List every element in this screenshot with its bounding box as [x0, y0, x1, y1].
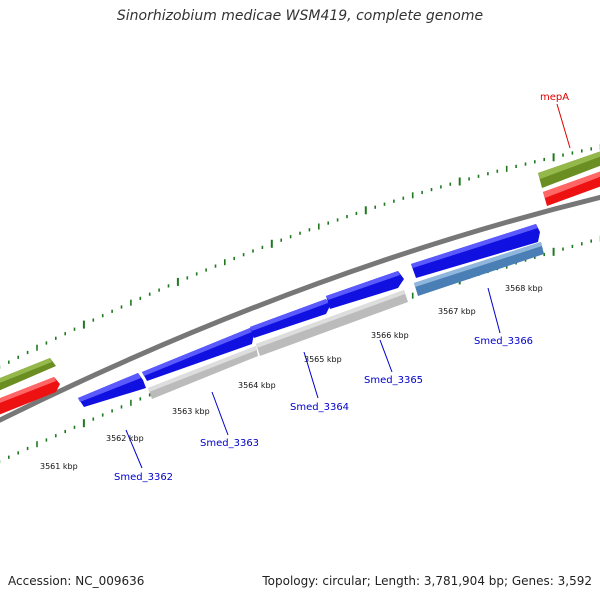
gene-label-smed-3363[interactable]: Smed_3363	[200, 438, 259, 449]
scale-label-3567: 3567 kbp	[438, 307, 476, 316]
genome-summary-text: Topology: circular; Length: 3,781,904 bp…	[262, 574, 592, 588]
leader-line-mepA	[556, 103, 571, 149]
cds-smed-3364[interactable]	[250, 299, 330, 338]
cds-smed-3362[interactable]	[78, 373, 146, 407]
cds-reverse-highlight[interactable]	[414, 242, 544, 296]
accession-text: Accession: NC_009636	[8, 574, 145, 588]
cds-smed-3363[interactable]	[142, 328, 254, 381]
map-title: Sinorhizobium medicae WSM419, complete g…	[116, 8, 484, 24]
gene-label-smed-3364[interactable]: Smed_3364	[290, 402, 349, 413]
cds-reverse-grey-1[interactable]	[148, 346, 258, 399]
scale-label-3562: 3562 kbp	[106, 434, 144, 443]
feature-left-red[interactable]	[0, 377, 60, 416]
gene-label-mepA[interactable]: mepA	[540, 92, 569, 103]
inner-tick-track	[0, 235, 600, 464]
scale-label-3568: 3568 kbp	[505, 284, 543, 293]
feature-right-green[interactable]	[538, 148, 600, 188]
scale-label-3566: 3566 kbp	[371, 331, 409, 340]
outer-tick-track	[0, 143, 600, 369]
cds-smed-3366-forward[interactable]	[411, 224, 540, 278]
feature-right-red[interactable]	[543, 168, 600, 206]
gene-label-smed-3362[interactable]: Smed_3362	[114, 472, 173, 483]
backbone-line	[0, 194, 600, 423]
scale-label-3565: 3565 kbp	[304, 355, 342, 364]
scale-label-3564: 3564 kbp	[238, 381, 276, 390]
feature-left-green[interactable]	[0, 358, 56, 392]
scale-label-3561: 3561 kbp	[40, 462, 78, 471]
leader-lines	[125, 287, 501, 469]
cds-reverse-grey-2[interactable]	[256, 290, 408, 356]
cds-smed-3364-b[interactable]	[326, 271, 404, 309]
gene-label-smed-3365[interactable]: Smed_3365	[364, 375, 423, 386]
gene-label-smed-3366[interactable]: Smed_3366	[474, 336, 533, 347]
scale-label-3563: 3563 kbp	[172, 407, 210, 416]
